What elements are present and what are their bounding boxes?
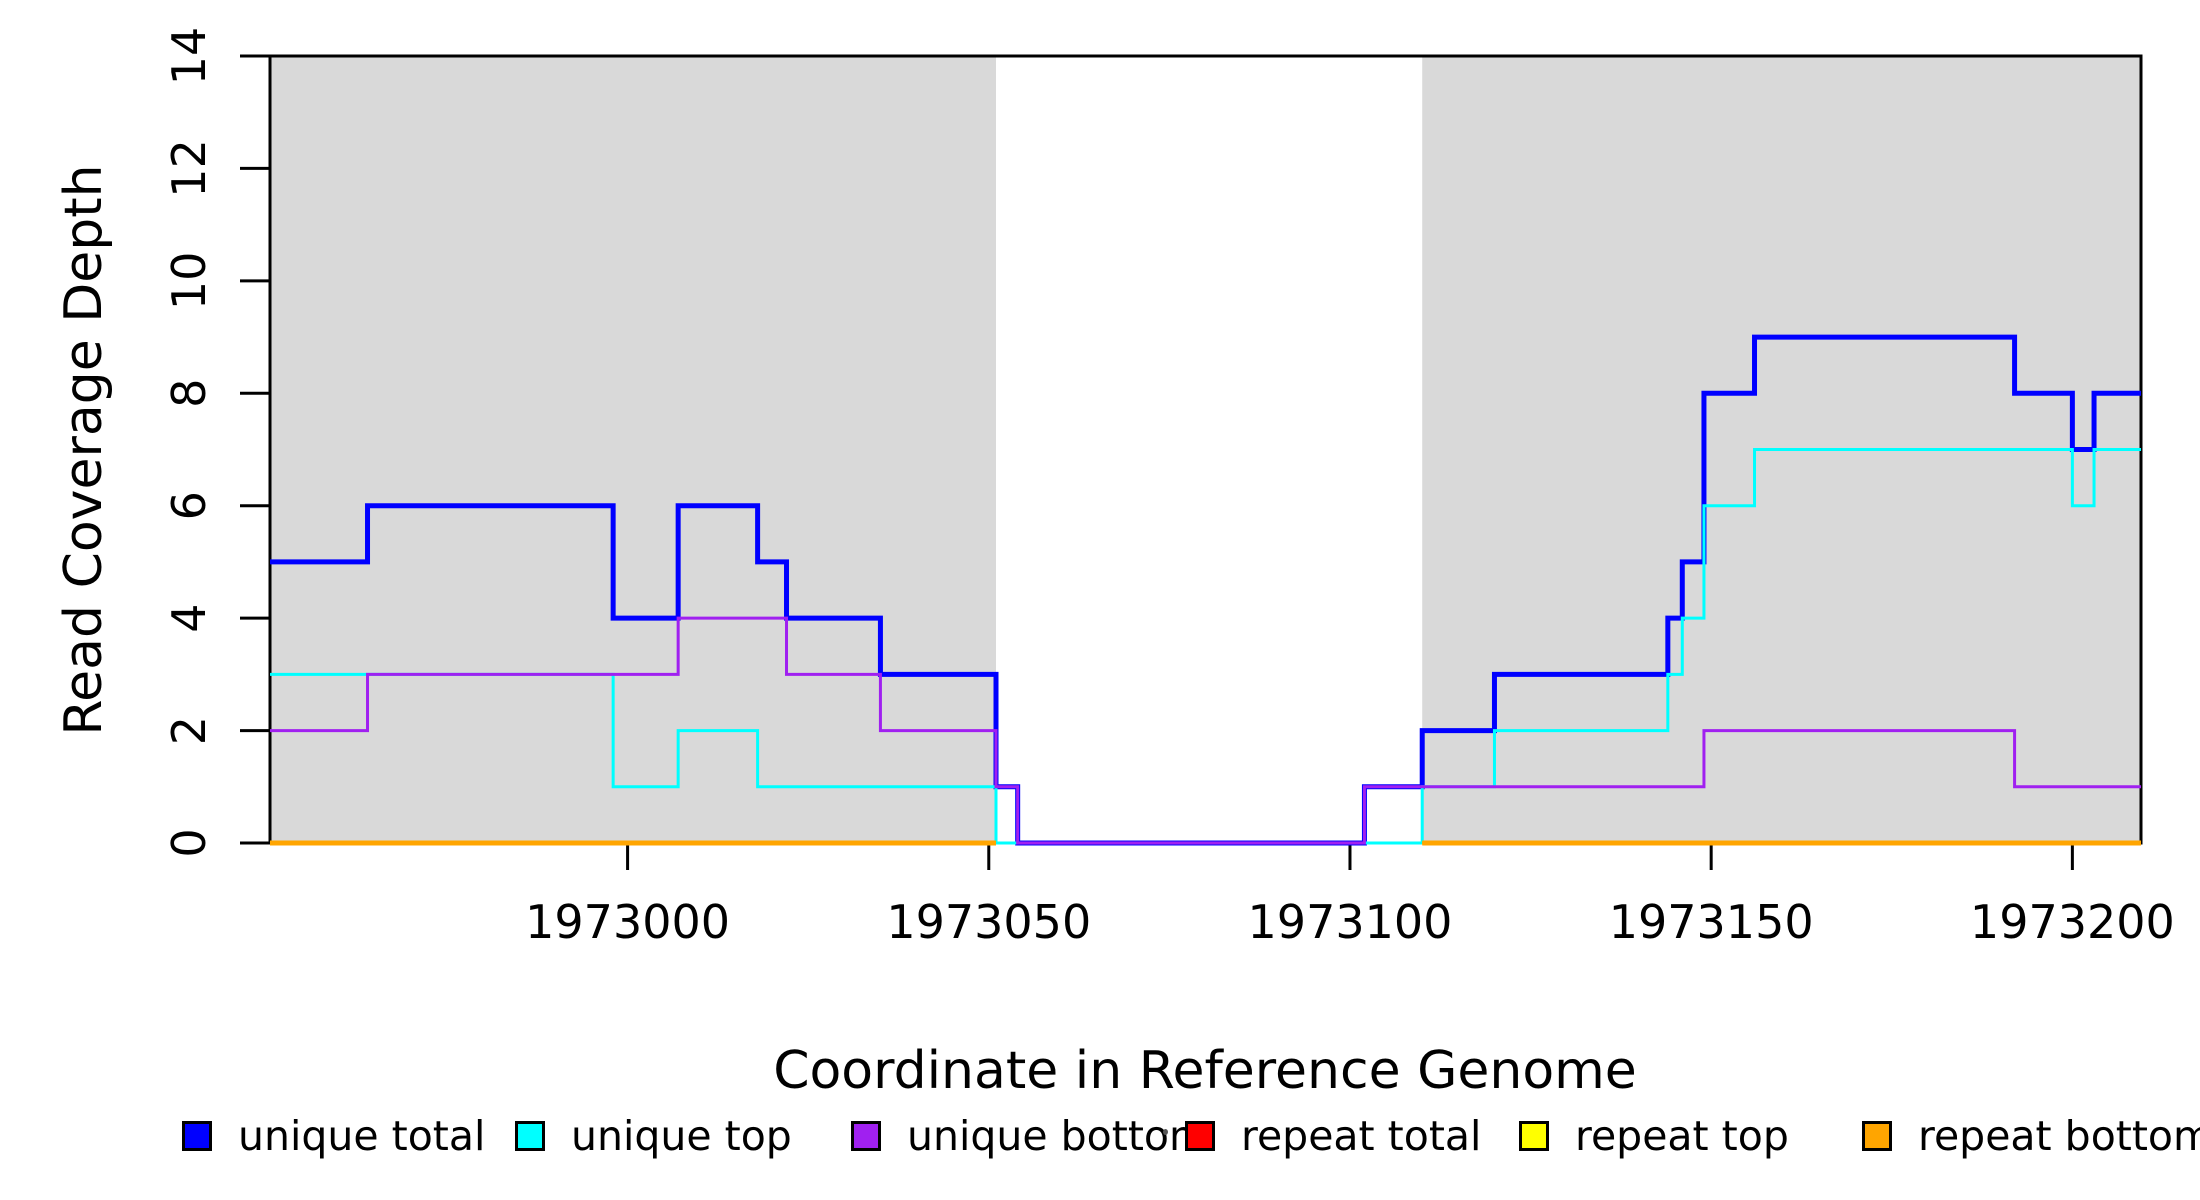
- x-tick-label: 1973200: [1970, 895, 2175, 949]
- y-axis-title: Read Coverage Depth: [54, 164, 114, 736]
- stray-mark: [1163, 1129, 1168, 1135]
- x-tick-label: 1973050: [886, 895, 1091, 949]
- legend-label: repeat bottom: [1918, 1112, 2200, 1160]
- legend-label: unique top: [571, 1112, 792, 1160]
- y-tick-label: 6: [162, 491, 216, 520]
- legend-label: repeat top: [1575, 1112, 1789, 1160]
- legend-item-repeat-total: repeat total: [1185, 1112, 1481, 1160]
- legend-swatch-unique-bottom: [851, 1121, 881, 1151]
- y-tick-label: 0: [162, 828, 216, 857]
- x-axis-title: Coordinate in Reference Genome: [773, 1041, 1637, 1101]
- legend-swatch-unique-top: [515, 1121, 545, 1151]
- legend-item-unique-total: unique total: [182, 1112, 485, 1160]
- x-tick-label: 1973100: [1248, 895, 1453, 949]
- x-tick-label: 1973150: [1609, 895, 1814, 949]
- legend-item-repeat-bottom: repeat bottom: [1862, 1112, 2200, 1160]
- y-tick-label: 14: [162, 27, 216, 86]
- y-tick-label: 12: [162, 139, 216, 198]
- y-tick-label: 2: [162, 716, 216, 745]
- x-tick-label: 1973000: [525, 895, 730, 949]
- legend-swatch-repeat-bottom: [1862, 1121, 1892, 1151]
- shaded-region: [270, 56, 997, 843]
- legend-swatch-repeat-top: [1519, 1121, 1549, 1151]
- legend-label: unique bottom: [907, 1112, 1209, 1160]
- y-tick-label: 4: [162, 604, 216, 633]
- legend-label: unique total: [238, 1112, 486, 1160]
- series-line-unique-top: [270, 448, 2141, 845]
- legend-label: repeat total: [1241, 1112, 1482, 1160]
- legend-swatch-repeat-total: [1185, 1121, 1215, 1151]
- legend-item-unique-top: unique top: [515, 1112, 792, 1160]
- legend-item-unique-bottom: unique bottom: [851, 1112, 1209, 1160]
- y-tick-label: 8: [162, 379, 216, 408]
- legend-item-repeat-top: repeat top: [1519, 1112, 1789, 1160]
- y-tick-label: 10: [162, 252, 216, 311]
- legend-swatch-unique-total: [182, 1121, 212, 1151]
- series-line-unique-bottom: [270, 616, 2141, 845]
